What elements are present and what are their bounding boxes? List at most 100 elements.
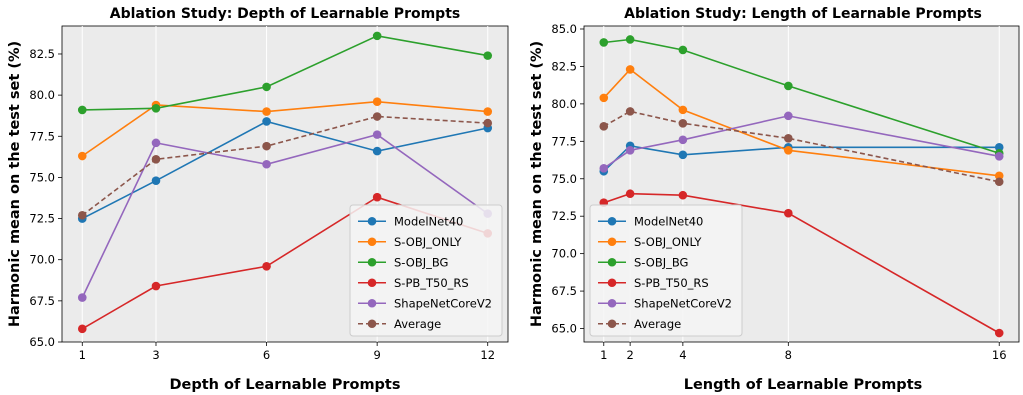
data-point bbox=[625, 107, 635, 116]
data-point bbox=[262, 107, 271, 116]
data-point bbox=[994, 151, 1004, 161]
legend-marker bbox=[607, 216, 617, 226]
legend-label: S-PB_T50_RS bbox=[634, 276, 709, 290]
x-axis-label: Length of Learnable Prompts bbox=[684, 377, 923, 393]
data-point bbox=[678, 105, 688, 115]
data-point bbox=[151, 176, 161, 186]
y-tick-label: 82.5 bbox=[551, 59, 577, 73]
y-tick-label: 72.5 bbox=[29, 212, 55, 226]
data-point bbox=[599, 163, 609, 173]
y-axis-label: Harmonic mean on the test set (%) bbox=[7, 41, 23, 327]
y-ticks: 65.0 67.5 70.0 72.5 75.0 77.5 80.0 82.5 85.0 bbox=[551, 22, 584, 336]
y-tick-label: 70.0 bbox=[29, 253, 55, 267]
legend-marker bbox=[607, 278, 617, 288]
data-point bbox=[262, 117, 271, 126]
data-point bbox=[262, 82, 271, 92]
legend-label: ShapeNetCoreV2 bbox=[394, 296, 492, 310]
data-point bbox=[994, 177, 1004, 187]
data-point bbox=[599, 38, 609, 47]
data-point bbox=[678, 45, 688, 55]
data-point bbox=[678, 190, 688, 200]
x-tick-label: 6 bbox=[263, 348, 270, 362]
legend-label: ShapeNetCoreV2 bbox=[634, 296, 732, 310]
legend-label: S-OBJ_ONLY bbox=[394, 235, 462, 249]
y-tick-label: 70.0 bbox=[551, 247, 577, 261]
data-point bbox=[372, 192, 382, 202]
y-tick-label: 82.5 bbox=[29, 47, 55, 61]
data-point bbox=[77, 105, 87, 115]
x-tick-label: 3 bbox=[152, 348, 159, 362]
legend-marker bbox=[607, 257, 617, 267]
legend-marker bbox=[607, 319, 617, 329]
series-lines bbox=[599, 35, 1004, 338]
data-point bbox=[372, 130, 382, 139]
y-tick-label: 77.5 bbox=[29, 129, 55, 143]
chart-title: Ablation Study: Depth of Learnable Promp… bbox=[110, 6, 460, 22]
x-tick-label: 1 bbox=[600, 348, 607, 362]
x-axis-label: Depth of Learnable Prompts bbox=[169, 377, 400, 393]
x-tick-label: 2 bbox=[626, 348, 633, 362]
data-point bbox=[262, 261, 271, 271]
data-point bbox=[262, 159, 271, 169]
series-lines bbox=[77, 31, 493, 334]
y-axis-label: Harmonic mean on the test set (%) bbox=[529, 41, 545, 327]
data-point bbox=[151, 155, 161, 164]
legend-box bbox=[349, 204, 503, 337]
data-point bbox=[784, 111, 793, 121]
y-tick-label: 72.5 bbox=[551, 209, 577, 223]
data-point bbox=[678, 150, 688, 160]
data-point bbox=[483, 51, 493, 60]
y-tick-label: 65.0 bbox=[551, 322, 577, 336]
legend-label: ModelNet40 bbox=[394, 214, 463, 228]
legend-marker bbox=[367, 319, 377, 329]
y-tick-label: 80.0 bbox=[29, 88, 55, 102]
y-tick-label: 77.5 bbox=[551, 134, 577, 148]
chart-depth: Ablation Study: Depth of Learnable Promp… bbox=[7, 6, 509, 393]
y-tick-label: 75.0 bbox=[551, 172, 577, 186]
data-point bbox=[372, 146, 382, 156]
data-point bbox=[483, 118, 493, 128]
data-point bbox=[625, 189, 635, 199]
data-point bbox=[372, 31, 382, 41]
legend-marker bbox=[367, 237, 377, 247]
chart-title: Ablation Study: Length of Learnable Prom… bbox=[624, 6, 982, 22]
data-point bbox=[784, 146, 793, 155]
x-ticks: 1 3 6 9 12 bbox=[79, 342, 495, 362]
y-tick-label: 67.5 bbox=[551, 284, 577, 298]
y-tick-label: 80.0 bbox=[551, 97, 577, 111]
data-point bbox=[994, 328, 1004, 338]
legend-label: S-PB_T50_RS bbox=[394, 276, 469, 290]
data-point bbox=[151, 281, 161, 291]
y-tick-label: 65.0 bbox=[29, 335, 55, 349]
data-point bbox=[599, 122, 609, 131]
data-point bbox=[77, 151, 87, 161]
x-tick-label: 16 bbox=[992, 348, 1007, 362]
data-point bbox=[678, 135, 688, 145]
legend-box bbox=[589, 204, 743, 337]
legend-marker bbox=[367, 298, 377, 308]
data-point bbox=[77, 293, 87, 302]
legend-label: Average bbox=[394, 317, 441, 331]
data-point bbox=[784, 208, 793, 218]
x-ticks: 1 2 4 8 16 bbox=[600, 342, 1007, 362]
data-point bbox=[151, 103, 161, 113]
legend: ModelNet40 S-OBJ_ONLY S-OBJ_BG S-PB_T50_RS S… bbox=[589, 204, 743, 337]
x-tick-label: 9 bbox=[373, 348, 380, 362]
x-tick-label: 1 bbox=[79, 348, 86, 362]
data-point bbox=[625, 146, 635, 155]
x-tick-label: 4 bbox=[679, 348, 686, 362]
data-point bbox=[994, 143, 1004, 152]
data-point bbox=[77, 210, 87, 220]
y-ticks: 65.0 67.5 70.0 72.5 75.0 77.5 80.0 82.5 bbox=[29, 47, 62, 349]
legend: ModelNet40 S-OBJ_ONLY S-OBJ_BG S-PB_T50_RS S… bbox=[349, 204, 503, 337]
legend-label: S-OBJ_ONLY bbox=[634, 235, 702, 249]
legend-marker bbox=[367, 216, 377, 226]
x-tick-label: 8 bbox=[785, 348, 792, 362]
legend-label: ModelNet40 bbox=[634, 214, 703, 228]
legend-marker bbox=[367, 278, 377, 288]
data-point bbox=[678, 119, 688, 128]
data-point bbox=[994, 171, 1004, 181]
data-point bbox=[599, 93, 609, 103]
data-point bbox=[372, 112, 382, 121]
